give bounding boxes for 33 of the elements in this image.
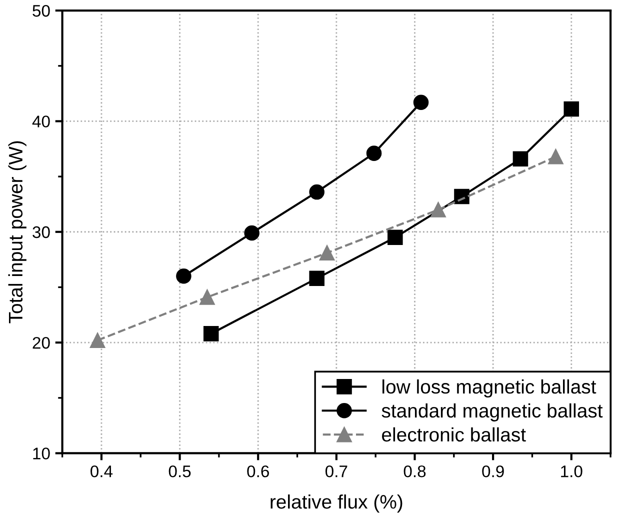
- x-tick-label: 0.9: [482, 465, 504, 478]
- y-tick-label: 40: [32, 116, 50, 128]
- point: [309, 270, 324, 286]
- x-tick-label: 0.7: [325, 465, 348, 478]
- point: [366, 146, 382, 161]
- point: [413, 94, 429, 110]
- point: [244, 225, 260, 241]
- x-tick-label: 0.4: [90, 465, 113, 478]
- point: [319, 245, 335, 261]
- y-tick-label: 50: [32, 4, 50, 17]
- legend-label: electronic ballast: [382, 427, 526, 442]
- x-tick-label: 0.6: [247, 465, 269, 478]
- legend-label: low loss magnetic ballast: [382, 379, 596, 398]
- point: [430, 202, 446, 218]
- point: [309, 184, 324, 200]
- y-tick-label: 20: [32, 336, 50, 349]
- point: [176, 268, 192, 284]
- point: [90, 332, 106, 348]
- point: [548, 148, 564, 164]
- x-tick-label: 0.8: [404, 465, 426, 478]
- x-axis-title: relative flux (%): [270, 494, 402, 513]
- legend-label: standard magnetic ballast: [382, 403, 603, 422]
- point: [454, 188, 470, 204]
- y-tick-label: 10: [33, 448, 50, 460]
- x-tick-label: 0.5: [168, 465, 191, 478]
- y-tick-label: 30: [32, 226, 50, 238]
- point: [512, 151, 528, 166]
- point: [564, 101, 580, 117]
- point: [388, 230, 403, 246]
- point: [200, 290, 215, 305]
- x-tick-label: 1.0: [561, 465, 582, 478]
- point: [203, 326, 219, 342]
- y-axis-title: Total input power (W): [8, 141, 26, 324]
